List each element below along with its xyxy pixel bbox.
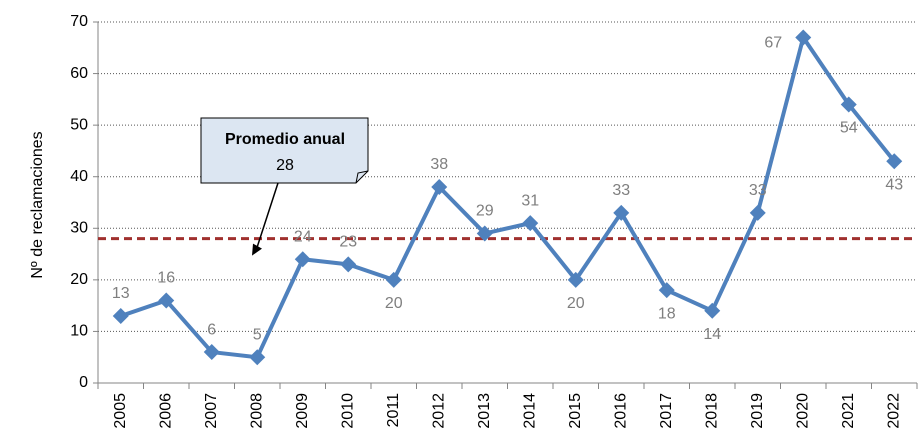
- callout-arrow: [255, 182, 279, 251]
- x-tick-label: 2020: [794, 393, 811, 429]
- data-marker: [613, 204, 630, 221]
- data-label: 23: [339, 234, 357, 251]
- x-tick-label: 2007: [203, 393, 220, 429]
- x-tick-label: 2017: [658, 393, 675, 429]
- data-label: 14: [703, 326, 721, 343]
- data-label: 33: [749, 182, 767, 199]
- y-tick-label: 0: [79, 374, 88, 391]
- data-marker: [158, 292, 175, 309]
- x-tick-label: 2010: [339, 393, 356, 429]
- x-tick-label: 2014: [521, 393, 538, 429]
- data-marker: [749, 204, 766, 221]
- data-label: 18: [658, 305, 676, 322]
- data-label: 38: [430, 156, 448, 173]
- data-marker: [431, 179, 448, 196]
- data-marker: [795, 29, 812, 46]
- data-marker: [294, 251, 311, 268]
- callout-fold: [355, 170, 369, 184]
- x-tick-label: 2009: [294, 393, 311, 429]
- data-label: 67: [764, 35, 782, 52]
- x-tick-label: 2019: [749, 393, 766, 429]
- x-tick-label: 2012: [430, 393, 447, 429]
- data-marker: [886, 153, 903, 170]
- y-axis-label: Nº de reclamaciones: [29, 131, 46, 278]
- y-tick-label: 40: [70, 168, 88, 185]
- data-marker: [203, 344, 220, 361]
- data-label: 31: [521, 192, 539, 209]
- data-label: 20: [385, 295, 403, 312]
- data-marker: [476, 225, 493, 242]
- x-tick-label: 2015: [567, 393, 584, 429]
- data-label: 5: [253, 326, 262, 343]
- data-label: 16: [157, 270, 175, 287]
- data-marker: [658, 282, 675, 299]
- x-tick-label: 2008: [248, 393, 265, 429]
- x-tick-label: 2021: [840, 393, 857, 429]
- callout-arrowhead: [252, 243, 262, 256]
- data-marker: [385, 271, 402, 288]
- y-tick-label: 20: [70, 271, 88, 288]
- x-tick-label: 2018: [703, 393, 720, 429]
- data-marker: [340, 256, 357, 273]
- data-marker: [704, 302, 721, 319]
- data-marker: [522, 215, 539, 232]
- data-marker: [112, 307, 129, 324]
- x-tick-label: 2022: [885, 393, 902, 429]
- x-tick-label: 2013: [476, 393, 493, 429]
- callout-title: Promedio anual: [225, 131, 345, 148]
- data-label: 24: [294, 228, 312, 245]
- data-label: 33: [612, 182, 630, 199]
- x-tick-label: 2016: [612, 393, 629, 429]
- data-label: 6: [207, 321, 216, 338]
- callout-value: 28: [276, 157, 294, 174]
- x-tick-label: 2006: [157, 393, 174, 429]
- y-tick-label: 60: [70, 65, 88, 82]
- data-label: 29: [476, 203, 494, 220]
- data-label: 43: [885, 176, 903, 193]
- data-marker: [840, 96, 857, 113]
- y-tick-label: 30: [70, 220, 88, 237]
- data-label: 54: [840, 120, 858, 137]
- x-tick-label: 2005: [112, 393, 129, 429]
- data-marker: [249, 349, 266, 366]
- data-label: 13: [112, 285, 130, 302]
- y-tick-label: 50: [70, 116, 88, 133]
- y-tick-label: 10: [70, 323, 88, 340]
- y-tick-label: 70: [70, 13, 88, 30]
- callout-box: [200, 117, 369, 184]
- data-marker: [567, 271, 584, 288]
- x-tick-label: 2011: [385, 393, 402, 428]
- data-line: [120, 35, 896, 360]
- data-label: 20: [567, 295, 585, 312]
